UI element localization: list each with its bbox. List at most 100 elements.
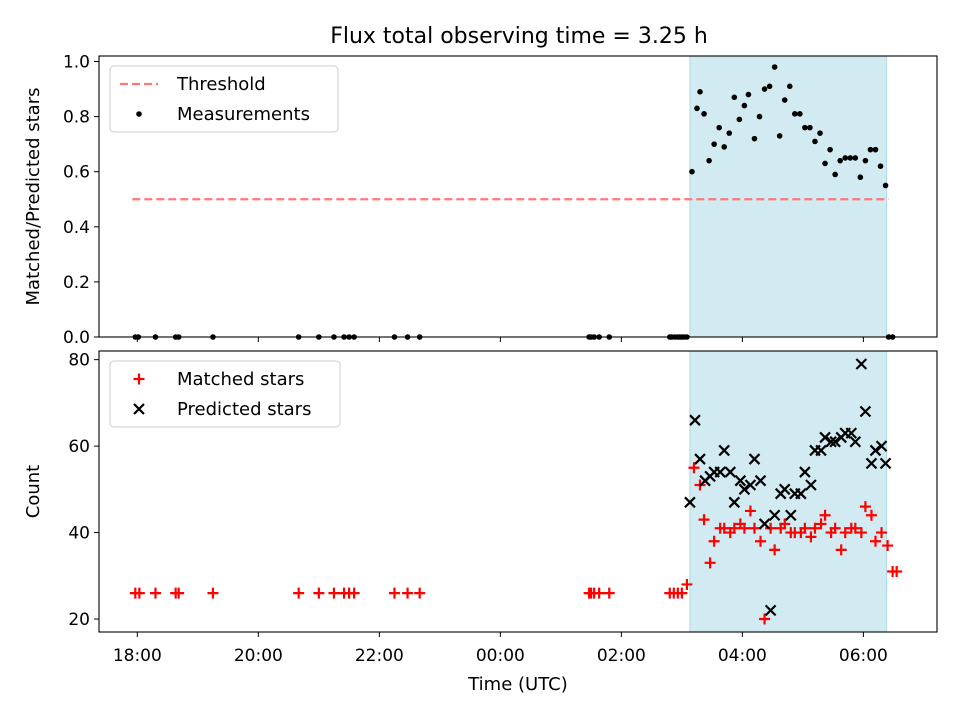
measurement-point [745, 91, 752, 98]
predicted-stars-point [849, 436, 862, 448]
legend-matched-label: Matched stars [177, 369, 304, 390]
series-predicted-stars [684, 358, 892, 617]
measurement-point [706, 157, 712, 164]
y-tick-label: 1.0 [63, 53, 90, 73]
measurement-point [807, 124, 813, 131]
matched-stars-point [809, 522, 821, 534]
matched-stars-point [819, 509, 831, 521]
y-tick-label: 0.0 [63, 328, 90, 348]
legend: Matched stars Predicted stars [109, 360, 341, 428]
series-measurements [132, 64, 896, 340]
matched-stars-point [704, 557, 716, 569]
matched-stars-point [779, 518, 791, 530]
matched-stars-point [414, 587, 426, 599]
predicted-stars-point [859, 405, 872, 418]
x-tick-label: 18:00 [113, 646, 162, 666]
matched-stars-point [603, 587, 615, 599]
measurement-point [812, 138, 818, 145]
matched-stars-point [855, 527, 867, 539]
y-tick-label: 80 [68, 351, 90, 371]
measurement-point [711, 141, 717, 147]
y-tick-label: 20 [68, 610, 90, 630]
measurement-point [766, 83, 773, 90]
measurement-point [781, 97, 788, 103]
measurement-point [817, 130, 823, 136]
predicted-stars-point [728, 496, 741, 509]
measurement-point [867, 146, 874, 153]
matched-stars-point [402, 587, 414, 599]
panels: 0.0 0.2 0.4 0.6 0.8 1.0 Matched/Predicted star… [23, 53, 938, 695]
y-tick-label: 0.6 [63, 163, 90, 183]
predicted-stars-point [795, 487, 807, 500]
measurement-point [837, 157, 843, 164]
predicted-stars-point [754, 474, 767, 487]
predicted-stars-point [694, 453, 706, 465]
legend-box [109, 65, 339, 133]
predicted-stars-point [768, 509, 781, 522]
predicted-stars-point [744, 479, 757, 491]
measurement-point [756, 113, 763, 120]
observing-span [689, 55, 888, 338]
matched-stars-point [688, 462, 700, 474]
matched-stars-point [293, 587, 305, 599]
x-tick-label: 22:00 [355, 646, 404, 666]
matched-stars-point [869, 535, 881, 547]
matched-stars-point [718, 522, 730, 534]
predicted-stars-point [764, 604, 777, 617]
matched-stars-point [799, 522, 811, 534]
predicted-stars-point [724, 466, 737, 478]
predicted-stars-point [689, 414, 701, 426]
x-tick-label: 00:00 [476, 646, 525, 666]
matched-stars-point [835, 544, 847, 556]
predicted-stars-point [738, 483, 751, 496]
predicted-stars-point [799, 466, 811, 478]
measurement-point [731, 94, 738, 101]
matched-stars-point [769, 544, 781, 556]
measurement-point [776, 133, 783, 139]
predicted-stars-point [748, 453, 761, 465]
predicted-stars-point [815, 444, 827, 457]
measurement-point [736, 116, 743, 123]
measurement-point [842, 155, 849, 161]
measurement-point [697, 89, 703, 95]
y-tick-label: 0.8 [63, 108, 90, 128]
predicted-stars-point [865, 457, 878, 470]
y-axis-label: Count [23, 465, 44, 518]
matched-stars-point [173, 587, 185, 599]
predicted-stars-point [714, 466, 726, 478]
predicted-stars-point [819, 431, 831, 444]
y-axis-label: Matched/Predicted stars [23, 88, 44, 306]
measurement-point [694, 105, 700, 112]
matched-stars-point [859, 501, 871, 513]
predicted-stars-point [778, 483, 791, 496]
matched-stars-point [388, 587, 400, 599]
measurement-point [857, 174, 864, 181]
matched-stars-point [348, 587, 360, 599]
predicted-stars-point [869, 444, 882, 457]
matched-stars-point [805, 531, 817, 543]
legend: Threshold Measurements [109, 65, 339, 133]
matched-stars-point [744, 505, 756, 517]
measurement-point [726, 130, 733, 136]
x-axis-label: Time (UTC) [467, 674, 568, 695]
legend-predicted-swatch [133, 403, 145, 415]
matched-stars-point [759, 613, 771, 625]
matched-stars-point [681, 578, 693, 590]
matched-stars-point [815, 518, 827, 530]
measurement-point [832, 171, 838, 178]
measurement-point [771, 64, 778, 70]
predicted-stars-point [829, 436, 841, 448]
matched-stars-point [149, 587, 161, 599]
predicted-stars-point [845, 427, 858, 439]
y-tick-label: 0.4 [63, 218, 90, 238]
legend-matched-swatch [133, 373, 145, 385]
measurement-point [797, 111, 803, 117]
predicted-stars-point [879, 457, 892, 470]
legend-measurements-swatch [136, 111, 142, 117]
y-tick-label: 60 [68, 437, 90, 457]
matched-stars-point [133, 587, 145, 599]
measurement-point [689, 168, 695, 175]
predicted-stars-point [875, 440, 888, 452]
measurement-point [847, 155, 854, 161]
